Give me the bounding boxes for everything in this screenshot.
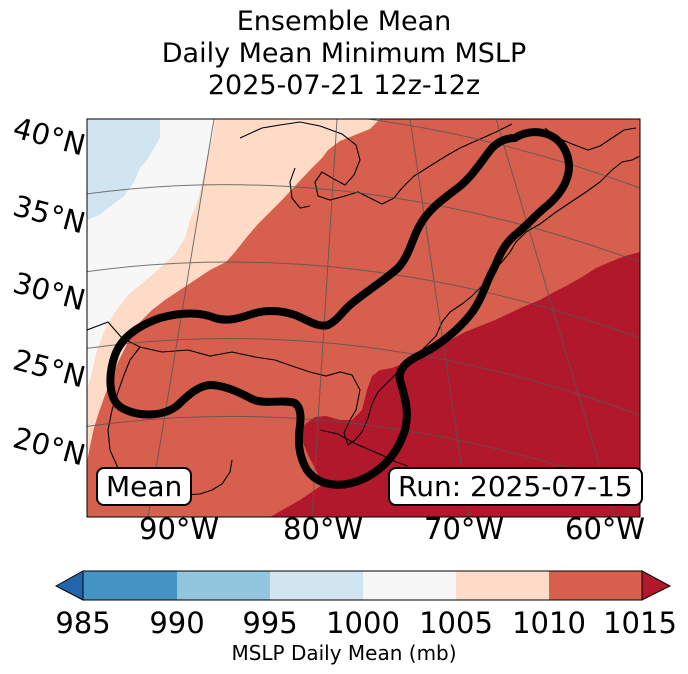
colorbar-label: MSLP Daily Mean (mb): [231, 641, 457, 665]
title-line-2: Daily Mean Minimum MSLP: [161, 38, 527, 69]
map-frame: [86, 118, 641, 518]
colorbar-tick-990: 990: [149, 606, 205, 640]
title-line-1: Ensemble Mean: [236, 6, 452, 37]
colorbar-extend-high: [641, 570, 672, 601]
colorbar-bin-1000-1005: [363, 571, 456, 600]
colorbar-frame: [82, 570, 643, 601]
title-line-3: 2025-07-21 12z-12z: [207, 70, 481, 101]
lon-label-70w: 70°W: [424, 512, 505, 546]
colorbar-tick-1005: 1005: [419, 606, 493, 640]
colorbar-tick-995: 995: [242, 606, 298, 640]
run-date-label: Run: 2025-07-15: [388, 467, 643, 506]
lon-label-80w: 80°W: [283, 512, 364, 546]
colorbar-tick-1015: 1015: [603, 606, 677, 640]
colorbar-bin-995-1000: [270, 571, 363, 600]
colorbar-bin-990-995: [177, 571, 270, 600]
graticule: [87, 119, 640, 517]
colorbar-extend-low: [54, 570, 84, 601]
mean-label: Mean: [96, 467, 193, 506]
field-995-1000: [87, 119, 160, 220]
lon-label-90w: 90°W: [139, 512, 220, 546]
lon-label-60w: 60°W: [565, 512, 646, 546]
colorbar-bin-1010-1015: [549, 571, 642, 600]
colorbar-bin-985-990: [83, 571, 177, 600]
figure-title: Ensemble Mean Daily Mean Minimum MSLP 20…: [0, 6, 688, 102]
contour-line: [106, 128, 573, 489]
colorbar-tick-1000: 1000: [326, 606, 400, 640]
colorbar-bin-1005-1010: [456, 571, 549, 600]
colorbar: [54, 570, 672, 601]
colorbar-tick-985: 985: [55, 606, 111, 640]
colorbar-tick-1010: 1010: [512, 606, 586, 640]
map-area: [87, 119, 640, 517]
